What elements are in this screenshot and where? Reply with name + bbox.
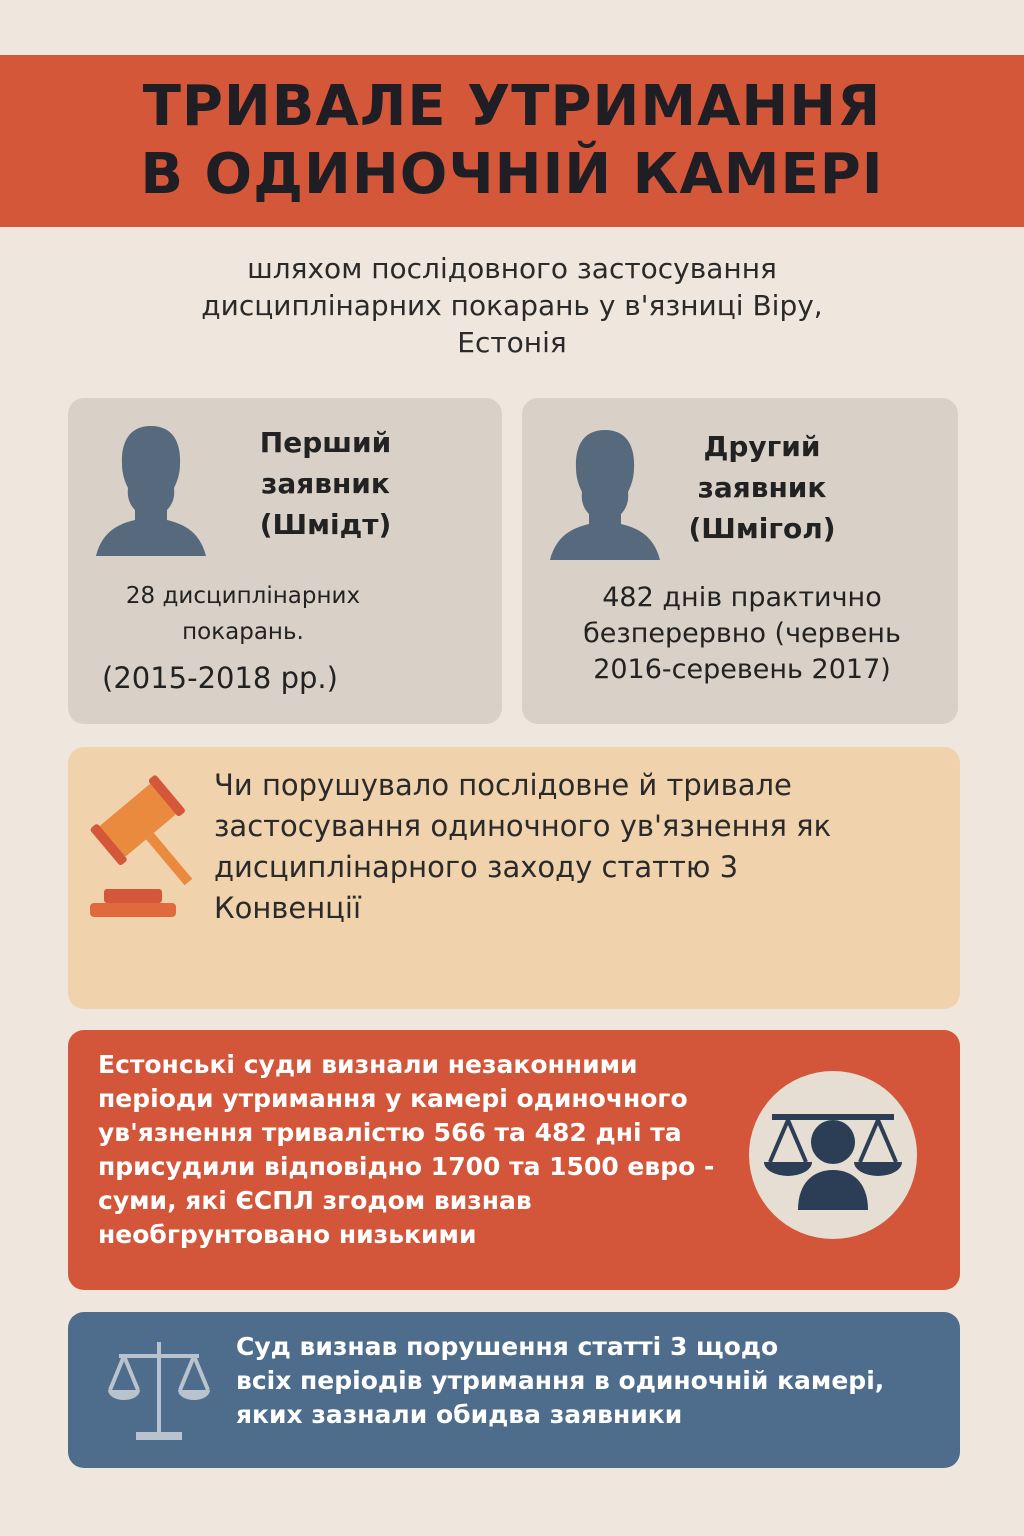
subtitle-line: шляхом послідовного застосування xyxy=(247,252,777,285)
domestic-courts-text: Естонські суди визнали незаконними періо… xyxy=(98,1048,738,1252)
stat-line: безперервно (червень xyxy=(583,618,901,649)
stat-line: 482 днів практично xyxy=(602,582,882,613)
applicant-stat: 28 дисциплінарних покарань. xyxy=(78,578,408,650)
question-line: Конвенції xyxy=(214,891,362,925)
scales-icon xyxy=(108,1342,210,1440)
subtitle-line: Естонія xyxy=(457,326,567,359)
person-silhouette-icon xyxy=(550,430,660,560)
scales-person-icon xyxy=(749,1071,917,1239)
stat-line: 2016-серевень 2017) xyxy=(593,654,891,685)
name-line: Перший xyxy=(259,426,392,459)
header-banner: ТРИВАЛЕ УТРИМАННЯ В ОДИНОЧНІЙ КАМЕРІ xyxy=(0,55,1024,227)
text-line: присудили відповідно 1700 та 1500 евро - xyxy=(98,1152,715,1181)
first-applicant-card: Перший заявник (Шмідт) 28 дисциплінарних… xyxy=(68,398,502,724)
verdict-text: Суд визнав порушення статті 3 щодо всіх … xyxy=(236,1330,946,1432)
text-line: суми, які ЄСПЛ згодом визнав xyxy=(98,1186,532,1215)
gavel-icon xyxy=(90,775,193,917)
title-line-2: В ОДИНОЧНІЙ КАМЕРІ xyxy=(140,142,884,207)
subtitle-line: дисциплінарних покарань у в'язниці Віру, xyxy=(201,289,823,322)
subtitle: шляхом послідовного застосування дисципл… xyxy=(80,250,944,361)
text-line: яких зазнали обидва заявники xyxy=(236,1400,683,1429)
question-line: дисциплінарного заходу статтю 3 xyxy=(214,850,739,884)
applicant-name: Другий заявник (Шмігол) xyxy=(662,426,862,549)
domestic-courts-card: Естонські суди визнали незаконними періо… xyxy=(68,1030,960,1290)
applicant-name: Перший заявник (Шмідт) xyxy=(218,422,433,545)
text-line: всіх періодів утримання в одиночній каме… xyxy=(236,1366,885,1395)
name-line: заявник xyxy=(697,471,827,504)
applicant-stat: 482 днів практично безперервно (червень … xyxy=(542,580,942,688)
name-line: (Шмігол) xyxy=(688,512,836,545)
text-line: необгрунтовано низькими xyxy=(98,1220,477,1249)
name-line: заявник xyxy=(261,467,390,500)
second-applicant-card: Другий заявник (Шмігол) 482 днів практич… xyxy=(522,398,958,724)
text-line: ув'язнення тривалістю 566 та 482 дні та xyxy=(98,1118,682,1147)
question-card: Чи порушувало послідовне й тривале засто… xyxy=(68,747,960,1009)
stat-line: покарань. xyxy=(182,619,304,645)
question-line: застосування одиночного ув'язнення як xyxy=(214,809,832,843)
question-line: Чи порушувало послідовне й тривале xyxy=(214,768,792,802)
person-silhouette-icon xyxy=(96,426,206,556)
text-line: періоди утримання у камері одиночного xyxy=(98,1084,688,1113)
stat-line: 28 дисциплінарних xyxy=(125,583,361,609)
applicant-period: (2015-2018 рр.) xyxy=(102,661,338,695)
text-line: Суд визнав порушення статті 3 щодо xyxy=(236,1332,779,1361)
question-text: Чи порушувало послідовне й тривале засто… xyxy=(214,765,934,929)
name-line: (Шмідт) xyxy=(259,508,392,541)
name-line: Другий xyxy=(703,430,821,463)
title-line-1: ТРИВАЛЕ УТРИМАННЯ xyxy=(142,74,882,139)
text-line: Естонські суди визнали незаконними xyxy=(98,1050,638,1079)
verdict-card: Суд визнав порушення статті 3 щодо всіх … xyxy=(68,1312,960,1468)
